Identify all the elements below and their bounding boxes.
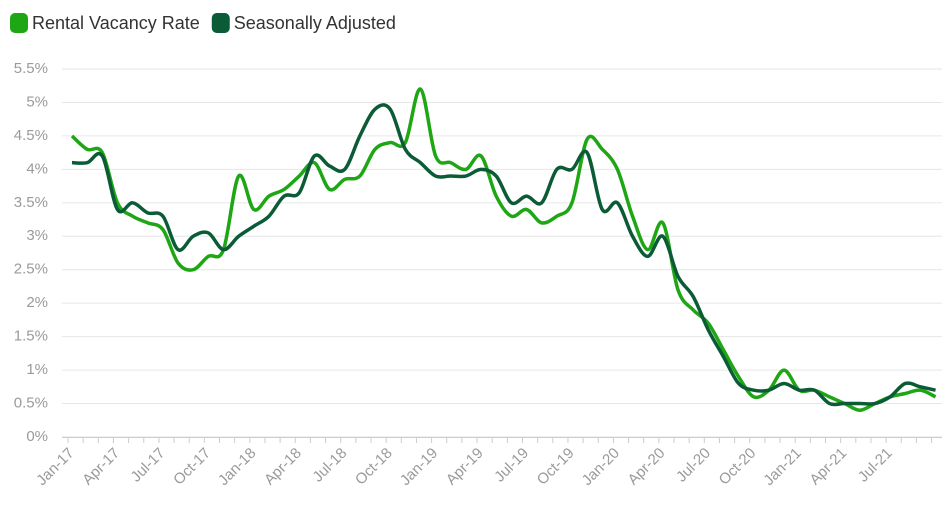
y-tick-label: 1% [26, 361, 48, 378]
y-tick-label: 0.5% [14, 395, 48, 412]
y-tick-label: 1.5% [14, 328, 48, 345]
y-tick-label: 2% [26, 294, 48, 311]
x-tick-label: Jul-19 [491, 445, 532, 486]
y-tick-label: 4% [26, 160, 48, 177]
x-tick-label: Jul-20 [673, 445, 714, 486]
x-tick-label: Apr-18 [261, 445, 305, 489]
legend-label[interactable]: Rental Vacancy Rate [32, 13, 200, 33]
legend-item[interactable]: Seasonally Adjusted [211, 13, 396, 33]
legend-swatch[interactable] [10, 13, 28, 33]
x-tick-label: Apr-19 [443, 445, 487, 489]
x-tick-label: Oct-20 [716, 445, 760, 489]
y-tick-label: 5% [26, 93, 48, 110]
x-tick-label: Apr-17 [79, 445, 123, 489]
legend-label[interactable]: Seasonally Adjusted [234, 13, 396, 33]
x-tick-label: Jan-20 [579, 445, 623, 489]
x-tick-label: Jan-17 [33, 445, 77, 489]
legend-swatch[interactable] [211, 13, 230, 33]
x-tick-label: Oct-17 [170, 445, 214, 489]
x-tick-label: Jul-17 [128, 445, 169, 486]
x-tick-label: Oct-19 [534, 445, 578, 489]
x-tick-label: Jan-21 [760, 445, 804, 489]
x-tick-label: Jul-21 [855, 445, 896, 486]
y-tick-label: 3% [26, 227, 48, 244]
x-tick-label: Jul-18 [309, 445, 350, 486]
x-tick-label: Apr-20 [625, 445, 669, 489]
y-tick-label: 2.5% [14, 261, 48, 278]
x-tick-label: Jan-18 [215, 445, 259, 489]
x-tick-label: Jan-19 [397, 445, 441, 489]
x-tick-label: Oct-18 [352, 445, 396, 489]
y-tick-label: 4.5% [14, 127, 48, 144]
series-line [70, 87, 937, 412]
x-tick-label: Apr-21 [806, 445, 850, 489]
series-line [71, 103, 936, 407]
y-tick-label: 0% [26, 428, 48, 445]
legend-item[interactable]: Rental Vacancy Rate [10, 13, 200, 33]
y-tick-label: 5.5% [14, 60, 48, 77]
y-tick-label: 3.5% [14, 194, 48, 211]
